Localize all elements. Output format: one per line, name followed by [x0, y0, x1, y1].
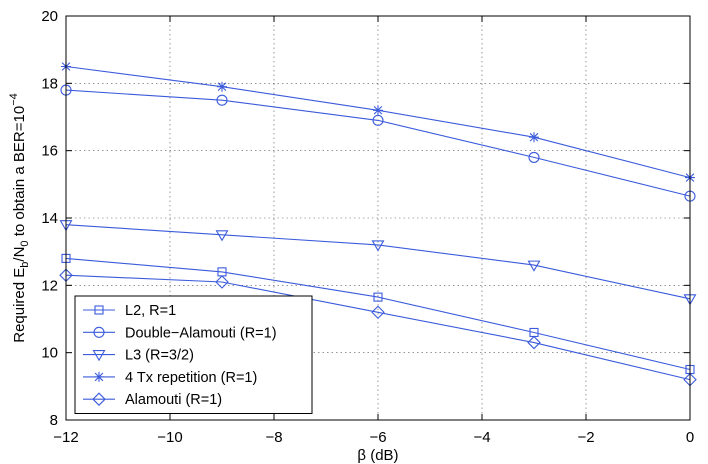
x-tick-label: 0: [686, 429, 694, 446]
legend-label: Alamouti (R=1): [125, 392, 222, 408]
x-tick-label: −2: [577, 429, 594, 446]
x-tick-label: −12: [53, 429, 78, 446]
legend-label: Double−Alamouti (R=1): [125, 325, 277, 341]
x-axis-label: β (dB): [357, 447, 398, 464]
series-line: [65, 257, 691, 371]
diamond-marker: [92, 392, 106, 406]
y-axis-label-sup: −4: [8, 93, 20, 106]
y-tick-label: 12: [41, 277, 58, 294]
square-marker: [94, 305, 104, 315]
y-axis-label-sub2: 0: [19, 240, 31, 246]
legend-label: L3 (R=3/2): [125, 348, 194, 364]
legend-label: L2, R=1: [125, 303, 176, 319]
y-tick-label: 10: [41, 345, 58, 362]
legend-item: L2, R=1: [83, 303, 176, 319]
legend: L2, R=1 Double−Alamouti (R=1) L3 (R=3/2) 4 …: [74, 295, 313, 414]
diamond-marker: [527, 335, 541, 350]
y-tick-label: 14: [41, 210, 58, 227]
y-axis-label-sub1: b: [19, 262, 31, 268]
y-tick-label: 8: [50, 412, 58, 429]
legend-label: 4 Tx repetition (R=1): [125, 370, 257, 386]
triangle-down-marker: [92, 350, 106, 362]
x-tick-label: −10: [157, 429, 182, 446]
legend-item: 4 Tx repetition (R=1): [83, 370, 257, 386]
x-tick-label: −6: [369, 429, 386, 446]
legend-item: Alamouti (R=1): [83, 392, 222, 408]
diamond-marker: [371, 305, 385, 320]
triangle-down-marker: [371, 240, 385, 252]
circle-marker: [528, 151, 540, 163]
y-axis-label: Required Eb/N0 to obtain a BER=10−4: [8, 93, 31, 343]
legend-item: Double−Alamouti (R=1): [83, 325, 277, 341]
asterisk-marker: [529, 132, 539, 143]
ticks: −12 −10 −8 −6 −4 −2 0 8 10 12 14 16 18 20: [41, 8, 694, 446]
circle-marker: [93, 326, 105, 338]
series-line: [65, 274, 691, 381]
series-line: [65, 89, 691, 197]
x-tick-label: −4: [473, 429, 490, 446]
legend-item: L3 (R=3/2): [83, 348, 194, 364]
asterisk-marker: [94, 371, 104, 382]
triangle-down-marker: [215, 230, 229, 242]
triangle-down-marker: [527, 260, 541, 272]
y-axis-label-base: Required E: [11, 268, 28, 343]
asterisk-marker: [373, 105, 383, 116]
circle-marker: [372, 114, 384, 126]
series-line: [65, 224, 691, 300]
y-tick-label: 16: [41, 143, 58, 160]
square-marker: [373, 292, 383, 302]
y-tick-label: 20: [41, 8, 58, 25]
y-axis-label-after: to obtain a BER=10: [11, 106, 28, 241]
y-tick-label: 18: [41, 75, 58, 92]
diamond-marker: [215, 275, 229, 289]
x-tick-label: −8: [265, 429, 282, 446]
asterisk-marker: [217, 81, 227, 92]
y-axis-label-mid: /N: [11, 247, 28, 262]
circle-marker: [216, 94, 228, 106]
